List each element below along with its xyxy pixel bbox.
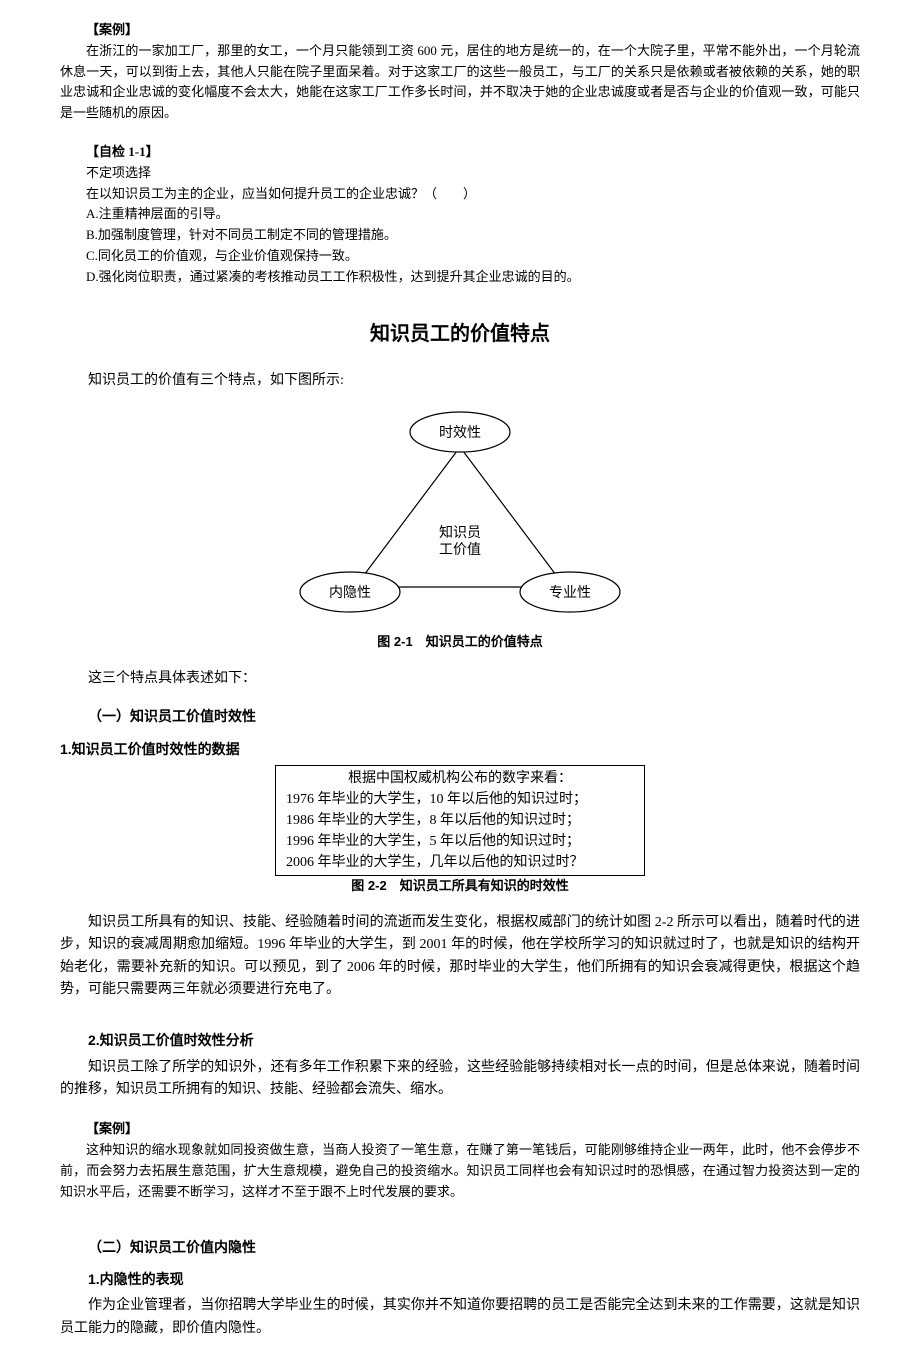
heading-b1: 1.内隐性的表现 — [60, 1268, 860, 1290]
selfcheck-type: 不定项选择 — [60, 163, 860, 184]
fig1-caption: 图 2-1 知识员工的价值特点 — [60, 632, 860, 653]
box-row: 2006 年毕业的大学生，几年以后他的知识过时？ — [286, 852, 634, 873]
selfcheck-option-c: C.同化员工的价值观，与企业价值观保持一致。 — [60, 246, 860, 267]
selfcheck-option-d: D.强化岗位职责，通过紧凑的考核推动员工工作积极性，达到提升其企业忠诚的目的。 — [60, 267, 860, 288]
timeliness-box: 根据中国权威机构公布的数字来看： 1976 年毕业的大学生，10 年以后他的知识… — [275, 765, 645, 876]
box-row: 1996 年毕业的大学生，5 年以后他的知识过时； — [286, 831, 634, 852]
heading-a: （一）知识员工价值时效性 — [60, 705, 860, 727]
box-row: 1986 年毕业的大学生，8 年以后他的知识过时； — [286, 810, 634, 831]
triangle-diagram: 时效性 内隐性 专业性 知识员 工价值 — [260, 402, 660, 622]
box-row: 1976 年毕业的大学生，10 年以后他的知识过时； — [286, 789, 634, 810]
heading-a1: 1.知识员工价值时效性的数据 — [60, 738, 860, 760]
intro-line: 知识员工的价值有三个特点，如下图所示: — [60, 370, 860, 392]
box-header: 根据中国权威机构公布的数字来看： — [286, 768, 634, 789]
heading-b: （二）知识员工价值内隐性 — [60, 1236, 860, 1258]
triangle-right-label: 专业性 — [549, 585, 591, 601]
selfcheck-option-a: A.注重精神层面的引导。 — [60, 204, 860, 225]
heading-a2: 2.知识员工价值时效性分析 — [60, 1029, 860, 1051]
selfcheck-option-b: B.加强制度管理，针对不同员工制定不同的管理措施。 — [60, 225, 860, 246]
case2-label: 【案例】 — [60, 1119, 860, 1140]
selfcheck-label: 【自检 1-1】 — [60, 142, 860, 163]
selfcheck-question: 在以知识员工为主的企业，应当如何提升员工的企业忠诚？（ ） — [60, 184, 860, 205]
fig2-caption: 图 2-2 知识员工所具有知识的时效性 — [60, 876, 860, 897]
case1-body: 在浙江的一家加工厂，那里的女工，一个月只能领到工资 600 元，居住的地方是统一… — [60, 41, 860, 124]
triangle-center-1: 知识员 — [439, 524, 481, 541]
para-after-box: 知识员工所具有的知识、技能、经验随着时间的流逝而发生变化，根据权威部门的统计如图… — [60, 912, 860, 1002]
triangle-left-label: 内隐性 — [329, 585, 371, 601]
case2-body: 这种知识的缩水现象就如同投资做生意，当商人投资了一笔生意，在赚了第一笔钱后，可能… — [60, 1140, 860, 1202]
triangle-top-label: 时效性 — [439, 425, 481, 441]
para-b1: 作为企业管理者，当你招聘大学毕业生的时候，其实你并不知道你要招聘的员工是否能完全… — [60, 1295, 860, 1340]
triangle-center-2: 工价值 — [439, 542, 481, 558]
after-fig1: 这三个特点具体表述如下： — [60, 668, 860, 690]
case1-label: 【案例】 — [60, 20, 860, 41]
main-title: 知识员工的价值特点 — [60, 318, 860, 350]
para-a2: 知识员工除了所学的知识外，还有多年工作积累下来的经验，这些经验能够持续相对长一点… — [60, 1057, 860, 1102]
